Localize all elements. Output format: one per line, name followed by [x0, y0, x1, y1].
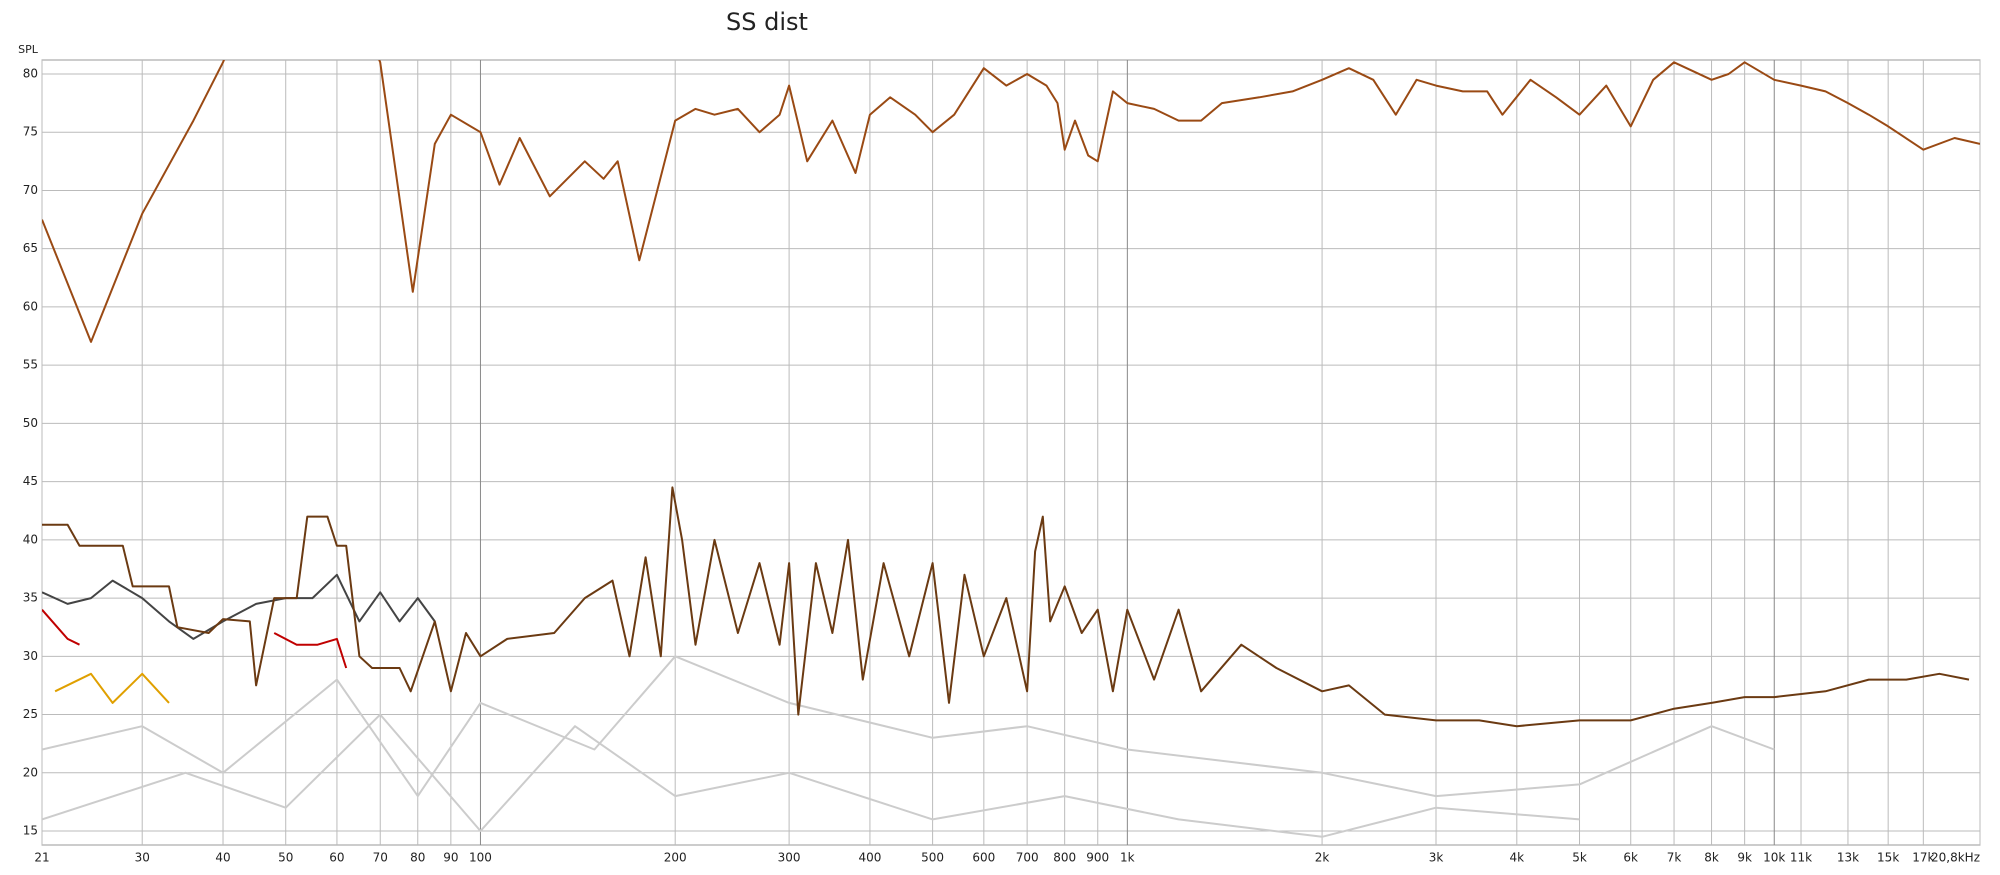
x-tick-label: 90: [443, 851, 458, 865]
x-tick-label: 7k: [1667, 851, 1682, 865]
x-tick-label: 200: [664, 851, 687, 865]
series-line: [42, 60, 1980, 343]
y-tick-label: 75: [23, 125, 38, 139]
series-line: [42, 713, 1580, 838]
y-axis-label: SPL: [18, 43, 39, 56]
y-tick-label: 40: [23, 532, 38, 546]
y-tick-label: 50: [23, 416, 38, 430]
x-tick-label: 30: [135, 851, 150, 865]
x-tick-label: 13k: [1837, 851, 1859, 865]
grid: 15 20 25 30 35 40 45 50 55 60 65 70 75 80 21 30 40 50 60 70…: [23, 60, 1981, 865]
x-tick-label: 40: [215, 851, 230, 865]
x-tick-label: 100: [469, 851, 492, 865]
x-tick-label: 2k: [1315, 851, 1330, 865]
y-tick-label: 25: [23, 707, 38, 721]
x-tick-label: 1k: [1120, 851, 1135, 865]
x-tick-label: 8k: [1704, 851, 1719, 865]
series-line: [42, 609, 348, 669]
x-tick-label: 17k: [1912, 851, 1934, 865]
y-tick-label: 30: [23, 649, 38, 663]
x-tick-label: 500: [921, 851, 944, 865]
x-tick-label: 400: [858, 851, 881, 865]
y-tick-label: 45: [23, 474, 38, 488]
x-tick-label: 15k: [1877, 851, 1899, 865]
y-tick-label: 55: [23, 358, 38, 372]
x-tick-label: 5k: [1572, 851, 1587, 865]
x-tick-label: 21: [34, 851, 49, 865]
y-tick-label: 15: [23, 824, 38, 838]
x-tick-label: 3k: [1429, 851, 1444, 865]
x-tick-label: 70: [373, 851, 388, 865]
y-tick-label: 60: [23, 299, 38, 313]
x-tick-label: 900: [1086, 851, 1109, 865]
y-tick-label: 65: [23, 241, 38, 255]
series-line: [42, 486, 1970, 728]
x-tick-label: 10k: [1763, 851, 1785, 865]
x-tick-label: 20,8kHz: [1931, 851, 1980, 865]
x-tick-label: 800: [1053, 851, 1076, 865]
x-tick-label: 4k: [1510, 851, 1525, 865]
y-tick-label: 80: [23, 66, 38, 80]
lines: [42, 60, 1980, 838]
series-line: [42, 655, 1775, 798]
x-tick-label: 300: [778, 851, 801, 865]
x-tick-label: 6k: [1623, 851, 1638, 865]
y-tick-label: 70: [23, 183, 38, 197]
x-tick-label: 700: [1016, 851, 1039, 865]
x-tick-label: 80: [410, 851, 425, 865]
series-line: [42, 573, 436, 640]
y-tick-label: 35: [23, 591, 38, 605]
chart-title: SS dist: [726, 8, 808, 36]
x-tick-label: 11k: [1790, 851, 1812, 865]
x-tick-label: 9k: [1737, 851, 1752, 865]
x-tick-label: 50: [278, 851, 293, 865]
x-tick-label: 600: [972, 851, 995, 865]
x-tick-label: 60: [329, 851, 344, 865]
series-line: [54, 672, 170, 704]
y-tick-label: 20: [23, 765, 38, 779]
